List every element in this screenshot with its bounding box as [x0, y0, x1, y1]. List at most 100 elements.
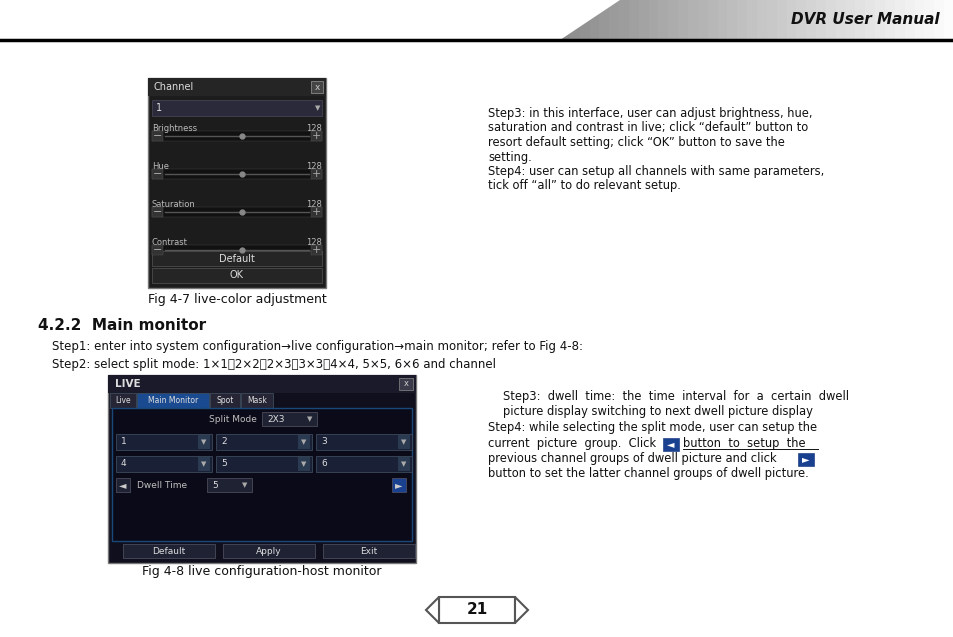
- Bar: [262, 412, 316, 426]
- Polygon shape: [855, 0, 864, 40]
- Text: 4.2.2  Main monitor: 4.2.2 Main monitor: [38, 318, 206, 333]
- Polygon shape: [727, 0, 737, 40]
- Bar: [297, 457, 310, 471]
- Text: ►: ►: [801, 455, 809, 464]
- Text: OK: OK: [230, 271, 244, 280]
- Bar: [315, 434, 412, 450]
- Bar: [311, 81, 323, 93]
- Bar: [112, 408, 412, 541]
- Bar: [311, 131, 322, 141]
- Text: current  picture  group.  Click: current picture group. Click: [488, 436, 656, 450]
- Text: LIVE: LIVE: [115, 379, 140, 389]
- Bar: [108, 375, 416, 393]
- Text: +: +: [312, 131, 321, 141]
- Bar: [315, 456, 412, 472]
- Bar: [152, 207, 322, 217]
- Polygon shape: [515, 597, 527, 623]
- Polygon shape: [864, 0, 874, 40]
- Polygon shape: [609, 0, 618, 40]
- Bar: [152, 245, 322, 255]
- Text: Step4: while selecting the split mode, user can setup the: Step4: while selecting the split mode, u…: [488, 421, 817, 434]
- Text: ▼: ▼: [401, 439, 406, 445]
- Text: 2X3: 2X3: [267, 415, 284, 424]
- Text: −: −: [152, 207, 162, 217]
- Text: ◄: ◄: [666, 439, 674, 449]
- Text: saturation and contrast in live; click “default” button to: saturation and contrast in live; click “…: [488, 122, 807, 134]
- Text: ▼: ▼: [301, 461, 306, 467]
- Text: ▼: ▼: [315, 105, 320, 111]
- Bar: [797, 453, 813, 466]
- Polygon shape: [668, 0, 678, 40]
- Polygon shape: [598, 0, 609, 40]
- Polygon shape: [717, 0, 727, 40]
- Bar: [152, 207, 163, 217]
- Polygon shape: [884, 0, 894, 40]
- Bar: [223, 544, 314, 558]
- Bar: [152, 131, 163, 141]
- Bar: [323, 544, 415, 558]
- Bar: [215, 456, 312, 472]
- Bar: [152, 100, 322, 116]
- Text: Exit: Exit: [360, 547, 377, 555]
- Text: picture display switching to next dwell picture display: picture display switching to next dwell …: [502, 406, 812, 419]
- Text: ▼: ▼: [201, 439, 207, 445]
- Text: ▼: ▼: [307, 416, 313, 422]
- Polygon shape: [658, 0, 668, 40]
- Text: Split Mode: Split Mode: [209, 415, 256, 424]
- Text: previous channel groups of dwell picture and click: previous channel groups of dwell picture…: [488, 452, 776, 465]
- Text: 3: 3: [320, 438, 327, 447]
- Text: Step1: enter into system configuration→live configuration→main monitor; refer to: Step1: enter into system configuration→l…: [52, 340, 582, 353]
- Text: 2: 2: [221, 438, 227, 447]
- Bar: [137, 393, 209, 408]
- Text: Channel: Channel: [153, 82, 194, 92]
- Bar: [311, 207, 322, 217]
- Polygon shape: [933, 0, 943, 40]
- Text: 5: 5: [221, 459, 227, 468]
- Text: Mask: Mask: [247, 396, 267, 405]
- Text: 6: 6: [320, 459, 327, 468]
- Bar: [392, 478, 406, 492]
- Text: x: x: [314, 83, 319, 92]
- Text: ▼: ▼: [301, 439, 306, 445]
- Polygon shape: [589, 0, 598, 40]
- Text: Contrast: Contrast: [152, 238, 188, 247]
- Polygon shape: [628, 0, 639, 40]
- Text: Hue: Hue: [152, 162, 169, 171]
- Bar: [397, 435, 410, 449]
- Text: resort default setting; click “OK” button to save the: resort default setting; click “OK” butto…: [488, 136, 784, 149]
- Polygon shape: [825, 0, 835, 40]
- Text: −: −: [152, 131, 162, 141]
- Bar: [215, 434, 312, 450]
- Text: Step4: user can setup all channels with same parameters,: Step4: user can setup all channels with …: [488, 165, 823, 178]
- Bar: [152, 169, 322, 179]
- Text: Spot: Spot: [216, 396, 233, 405]
- Bar: [152, 131, 322, 141]
- Polygon shape: [618, 0, 628, 40]
- Text: 5: 5: [212, 480, 217, 489]
- Polygon shape: [766, 0, 776, 40]
- Text: ▼: ▼: [401, 461, 406, 467]
- Bar: [198, 457, 210, 471]
- Polygon shape: [805, 0, 815, 40]
- Text: Apply: Apply: [256, 547, 281, 555]
- Bar: [148, 78, 326, 96]
- Text: Dwell Time: Dwell Time: [137, 480, 187, 489]
- Bar: [398, 378, 413, 390]
- Polygon shape: [923, 0, 933, 40]
- Bar: [210, 393, 240, 408]
- Polygon shape: [785, 0, 796, 40]
- Polygon shape: [757, 0, 766, 40]
- Polygon shape: [776, 0, 785, 40]
- Polygon shape: [678, 0, 687, 40]
- Polygon shape: [894, 0, 903, 40]
- Polygon shape: [559, 0, 619, 40]
- Polygon shape: [698, 0, 707, 40]
- Polygon shape: [815, 0, 825, 40]
- Text: DVR User Manual: DVR User Manual: [791, 13, 939, 27]
- Bar: [108, 375, 416, 563]
- Bar: [152, 251, 322, 266]
- Text: 128: 128: [306, 162, 322, 171]
- Polygon shape: [707, 0, 717, 40]
- Text: ▼: ▼: [201, 461, 207, 467]
- Bar: [241, 393, 273, 408]
